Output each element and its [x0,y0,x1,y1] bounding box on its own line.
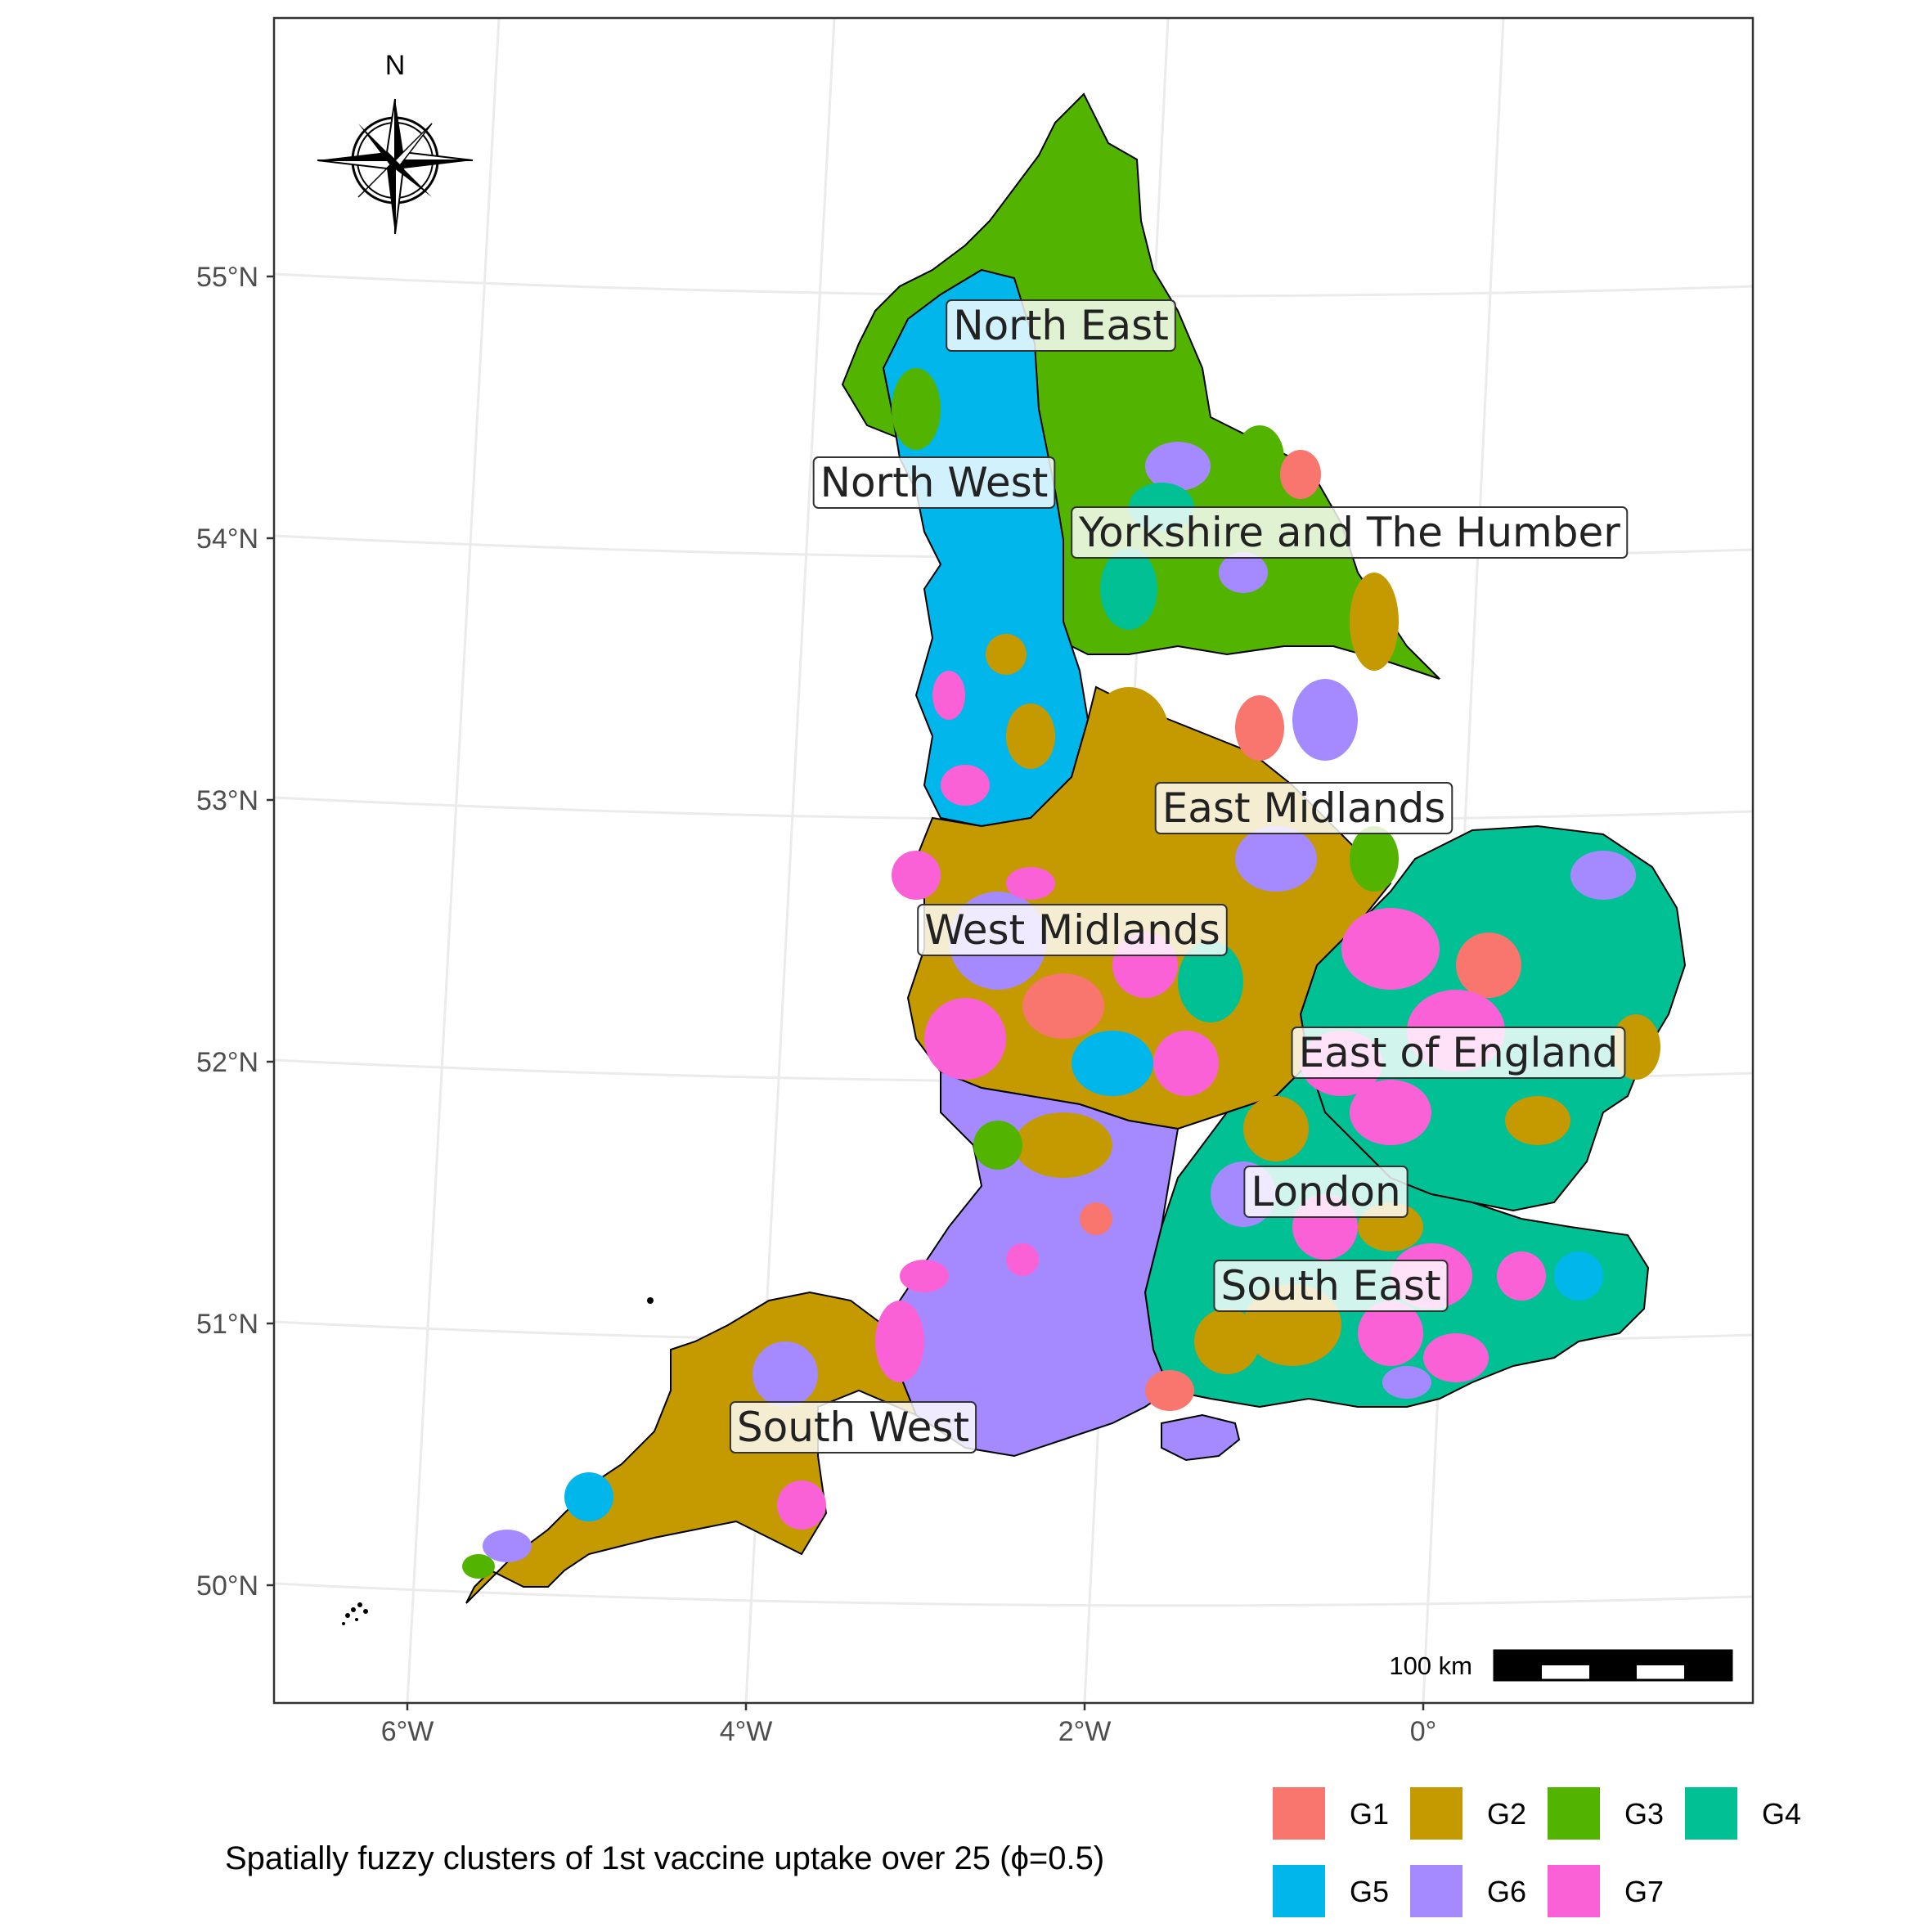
legend-swatch [1685,1787,1737,1840]
region-label: North East [946,299,1176,352]
legend-item: G7 [1548,1865,1664,1917]
svg-text:G3: G3 [1624,1797,1664,1831]
svg-text:East Midlands: East Midlands [1162,784,1446,832]
y-tick-label: 54°N [196,523,258,555]
region-labels: North East North West Yorkshire and The Hu… [729,299,1629,1453]
y-axis: 55°N 54°N 53°N 52°N 51°N 50°N [196,262,274,1602]
legend: G1 G2 G3 G4 G5 G6 G7 [1273,1787,1801,1917]
england-regions [342,92,1687,1625]
svg-text:South East: South East [1220,1262,1440,1310]
legend-item: G1 [1273,1787,1389,1840]
legend-item: G5 [1273,1865,1389,1917]
svg-text:London: London [1251,1168,1400,1215]
svg-text:North East: North East [953,302,1169,349]
x-tick-label: 0° [1410,1716,1437,1747]
svg-text:G4: G4 [1762,1797,1801,1831]
region-label: West Midlands [917,904,1228,956]
region-label: East of England [1291,1027,1626,1079]
svg-text:G6: G6 [1487,1875,1526,1908]
legend-swatch [1548,1865,1600,1917]
x-axis: 6°W 4°W 2°W 0° [381,1703,1437,1747]
svg-text:East of England: East of England [1299,1029,1619,1076]
x-tick-label: 4°W [720,1716,773,1747]
region-label: South East [1213,1260,1449,1312]
svg-text:North West: North West [820,459,1049,506]
lundy-island [647,1297,654,1304]
y-tick-label: 52°N [196,1047,258,1078]
scale-bar-label: 100 km [1389,1651,1472,1680]
y-tick-label: 50°N [196,1570,258,1602]
north-arrow-icon: N [317,50,474,235]
legend-swatch [1273,1787,1325,1840]
svg-text:G5: G5 [1350,1875,1389,1908]
x-tick-label: 2°W [1058,1716,1112,1747]
legend-item: G3 [1548,1787,1664,1840]
isle-of-wight [1161,1413,1241,1462]
legend-swatch [1548,1787,1600,1840]
svg-text:West Midlands: West Midlands [924,906,1220,954]
y-tick-label: 53°N [196,785,258,816]
scale-bar: 100 km [1389,1649,1733,1682]
y-tick-label: 51°N [196,1309,258,1340]
region-label: North West [812,456,1056,509]
panel-border [272,16,1755,1705]
legend-caption: Spatially fuzzy clusters of 1st vaccine … [225,1840,1104,1876]
legend-swatch [1410,1865,1462,1917]
region-label: South West [729,1401,977,1453]
legend-item: G2 [1410,1787,1526,1840]
y-tick-label: 55°N [196,262,258,293]
svg-text:G1: G1 [1350,1797,1389,1831]
legend-item: G6 [1410,1865,1526,1917]
legend-item: G4 [1685,1787,1801,1840]
svg-text:G7: G7 [1624,1875,1664,1908]
isles-of-scilly [342,1602,368,1625]
legend-swatch [1410,1787,1462,1840]
region-label: London [1243,1166,1409,1218]
x-tick-label: 6°W [381,1716,434,1747]
region-label: Yorkshire and The Humber [1071,506,1629,559]
svg-text:South West: South West [737,1404,969,1451]
svg-text:Yorkshire and The Humber: Yorkshire and The Humber [1078,509,1620,556]
legend-swatch [1273,1865,1325,1917]
region-label: East Midlands [1154,782,1453,834]
north-label: N [385,50,406,81]
svg-text:G2: G2 [1487,1797,1526,1831]
